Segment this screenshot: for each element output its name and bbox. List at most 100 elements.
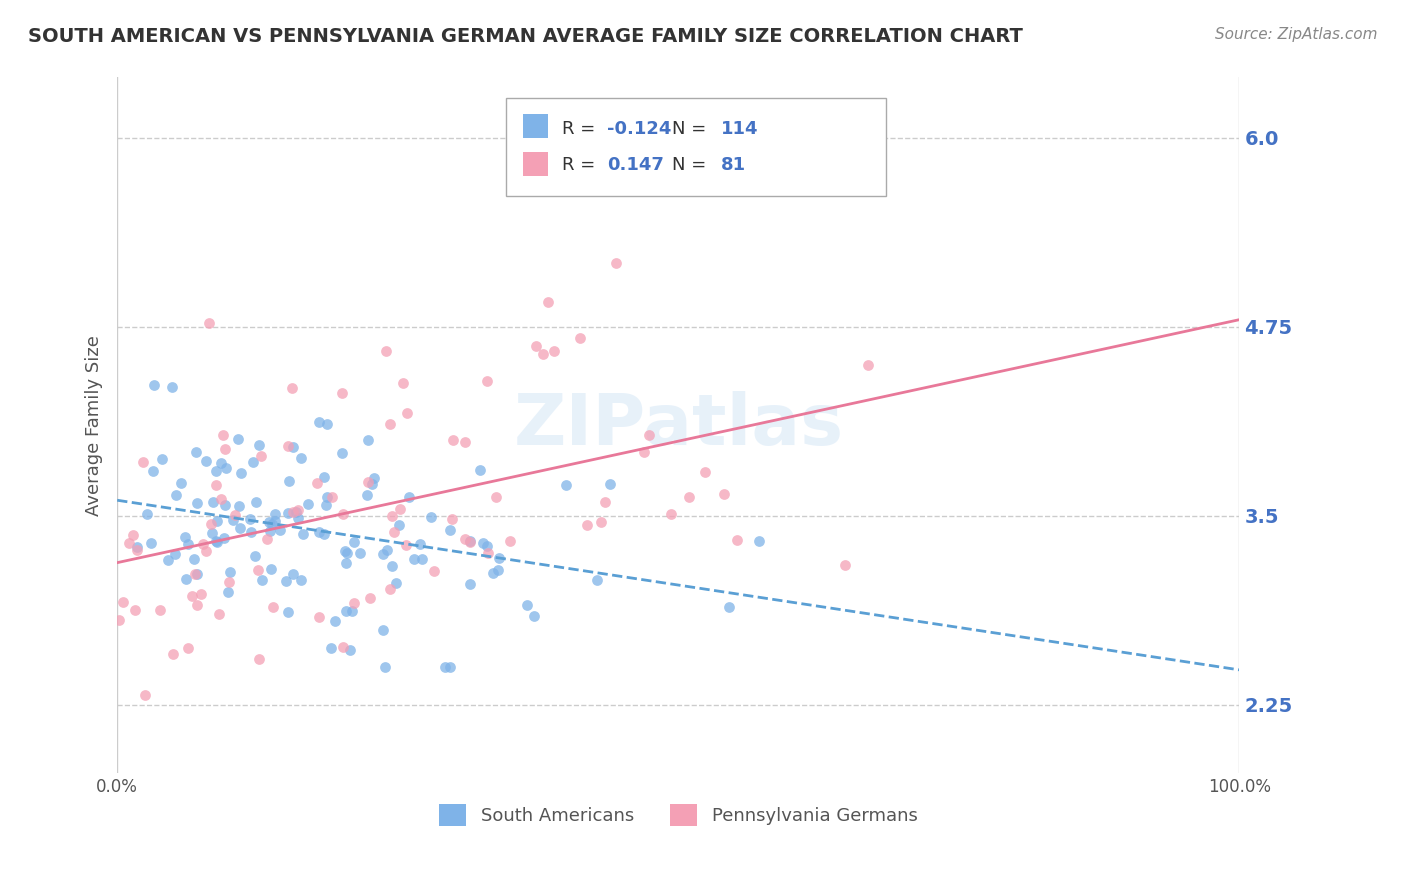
Point	[396, 406, 419, 420]
Point	[277, 439, 299, 453]
Point	[264, 507, 287, 521]
Point	[278, 474, 301, 488]
Point	[381, 558, 404, 573]
Point	[633, 444, 655, 458]
Point	[170, 476, 193, 491]
Point	[339, 642, 361, 657]
Point	[659, 507, 682, 521]
Point	[221, 513, 243, 527]
Text: -0.124: -0.124	[607, 120, 672, 138]
Point	[409, 537, 432, 551]
Point	[214, 442, 236, 457]
Point	[297, 497, 319, 511]
Point	[217, 585, 239, 599]
Point	[523, 608, 546, 623]
Point	[454, 434, 477, 449]
Point	[307, 476, 329, 491]
Point	[218, 565, 240, 579]
Point	[395, 538, 418, 552]
Point	[569, 331, 592, 345]
Point	[575, 518, 598, 533]
Text: SOUTH AMERICAN VS PENNSYLVANIA GERMAN AVERAGE FAMILY SIZE CORRELATION CHART: SOUTH AMERICAN VS PENNSYLVANIA GERMAN AV…	[28, 27, 1024, 45]
Point	[375, 343, 398, 358]
Point	[260, 562, 283, 576]
Point	[205, 478, 228, 492]
Point	[524, 339, 547, 353]
Point	[162, 647, 184, 661]
Point	[420, 509, 443, 524]
Point	[112, 595, 135, 609]
Point	[174, 530, 197, 544]
Point	[342, 604, 364, 618]
Point	[343, 534, 366, 549]
Point	[321, 490, 343, 504]
Point	[205, 514, 228, 528]
Point	[287, 502, 309, 516]
Point	[605, 256, 627, 270]
Point	[482, 566, 505, 581]
Point	[243, 549, 266, 563]
Point	[858, 358, 880, 372]
Point	[382, 524, 405, 539]
Point	[330, 446, 353, 460]
Point	[204, 464, 226, 478]
Point	[291, 527, 314, 541]
Point	[176, 640, 198, 655]
Point	[197, 316, 219, 330]
Point	[335, 556, 357, 570]
Point	[335, 603, 357, 617]
Point	[134, 688, 156, 702]
Point	[269, 523, 291, 537]
Point	[108, 613, 131, 627]
Point	[257, 516, 280, 530]
Point	[713, 487, 735, 501]
Point	[554, 478, 576, 492]
Point	[281, 441, 304, 455]
Point	[398, 490, 420, 504]
Point	[131, 455, 153, 469]
Text: N =: N =	[672, 120, 711, 138]
Text: N =: N =	[672, 156, 711, 174]
Point	[186, 496, 208, 510]
Point	[177, 537, 200, 551]
Point	[165, 488, 187, 502]
Point	[359, 591, 381, 605]
Point	[422, 565, 444, 579]
Point	[181, 590, 204, 604]
Point	[157, 553, 180, 567]
Point	[343, 596, 366, 610]
Point	[404, 552, 426, 566]
Point	[537, 294, 560, 309]
Point	[240, 525, 263, 540]
Point	[356, 488, 378, 502]
Point	[215, 461, 238, 475]
Point	[194, 544, 217, 558]
Text: 81: 81	[721, 156, 747, 174]
Point	[384, 576, 406, 591]
Point	[308, 524, 330, 539]
Point	[186, 598, 208, 612]
Point	[486, 563, 509, 577]
Point	[439, 660, 461, 674]
Point	[226, 432, 249, 446]
Point	[332, 385, 354, 400]
Point	[308, 415, 330, 429]
Point	[454, 532, 477, 546]
Point	[290, 451, 312, 466]
Point	[439, 523, 461, 537]
Point	[283, 505, 305, 519]
Point	[277, 605, 299, 619]
Text: 114: 114	[721, 120, 759, 138]
Point	[589, 515, 612, 529]
Point	[250, 573, 273, 587]
Point	[246, 563, 269, 577]
Point	[638, 428, 661, 442]
Point	[586, 573, 609, 587]
Point	[543, 344, 565, 359]
Point	[207, 535, 229, 549]
Point	[693, 465, 716, 479]
Point	[499, 534, 522, 549]
Point	[212, 428, 235, 442]
Point	[209, 456, 232, 470]
Point	[207, 607, 229, 621]
